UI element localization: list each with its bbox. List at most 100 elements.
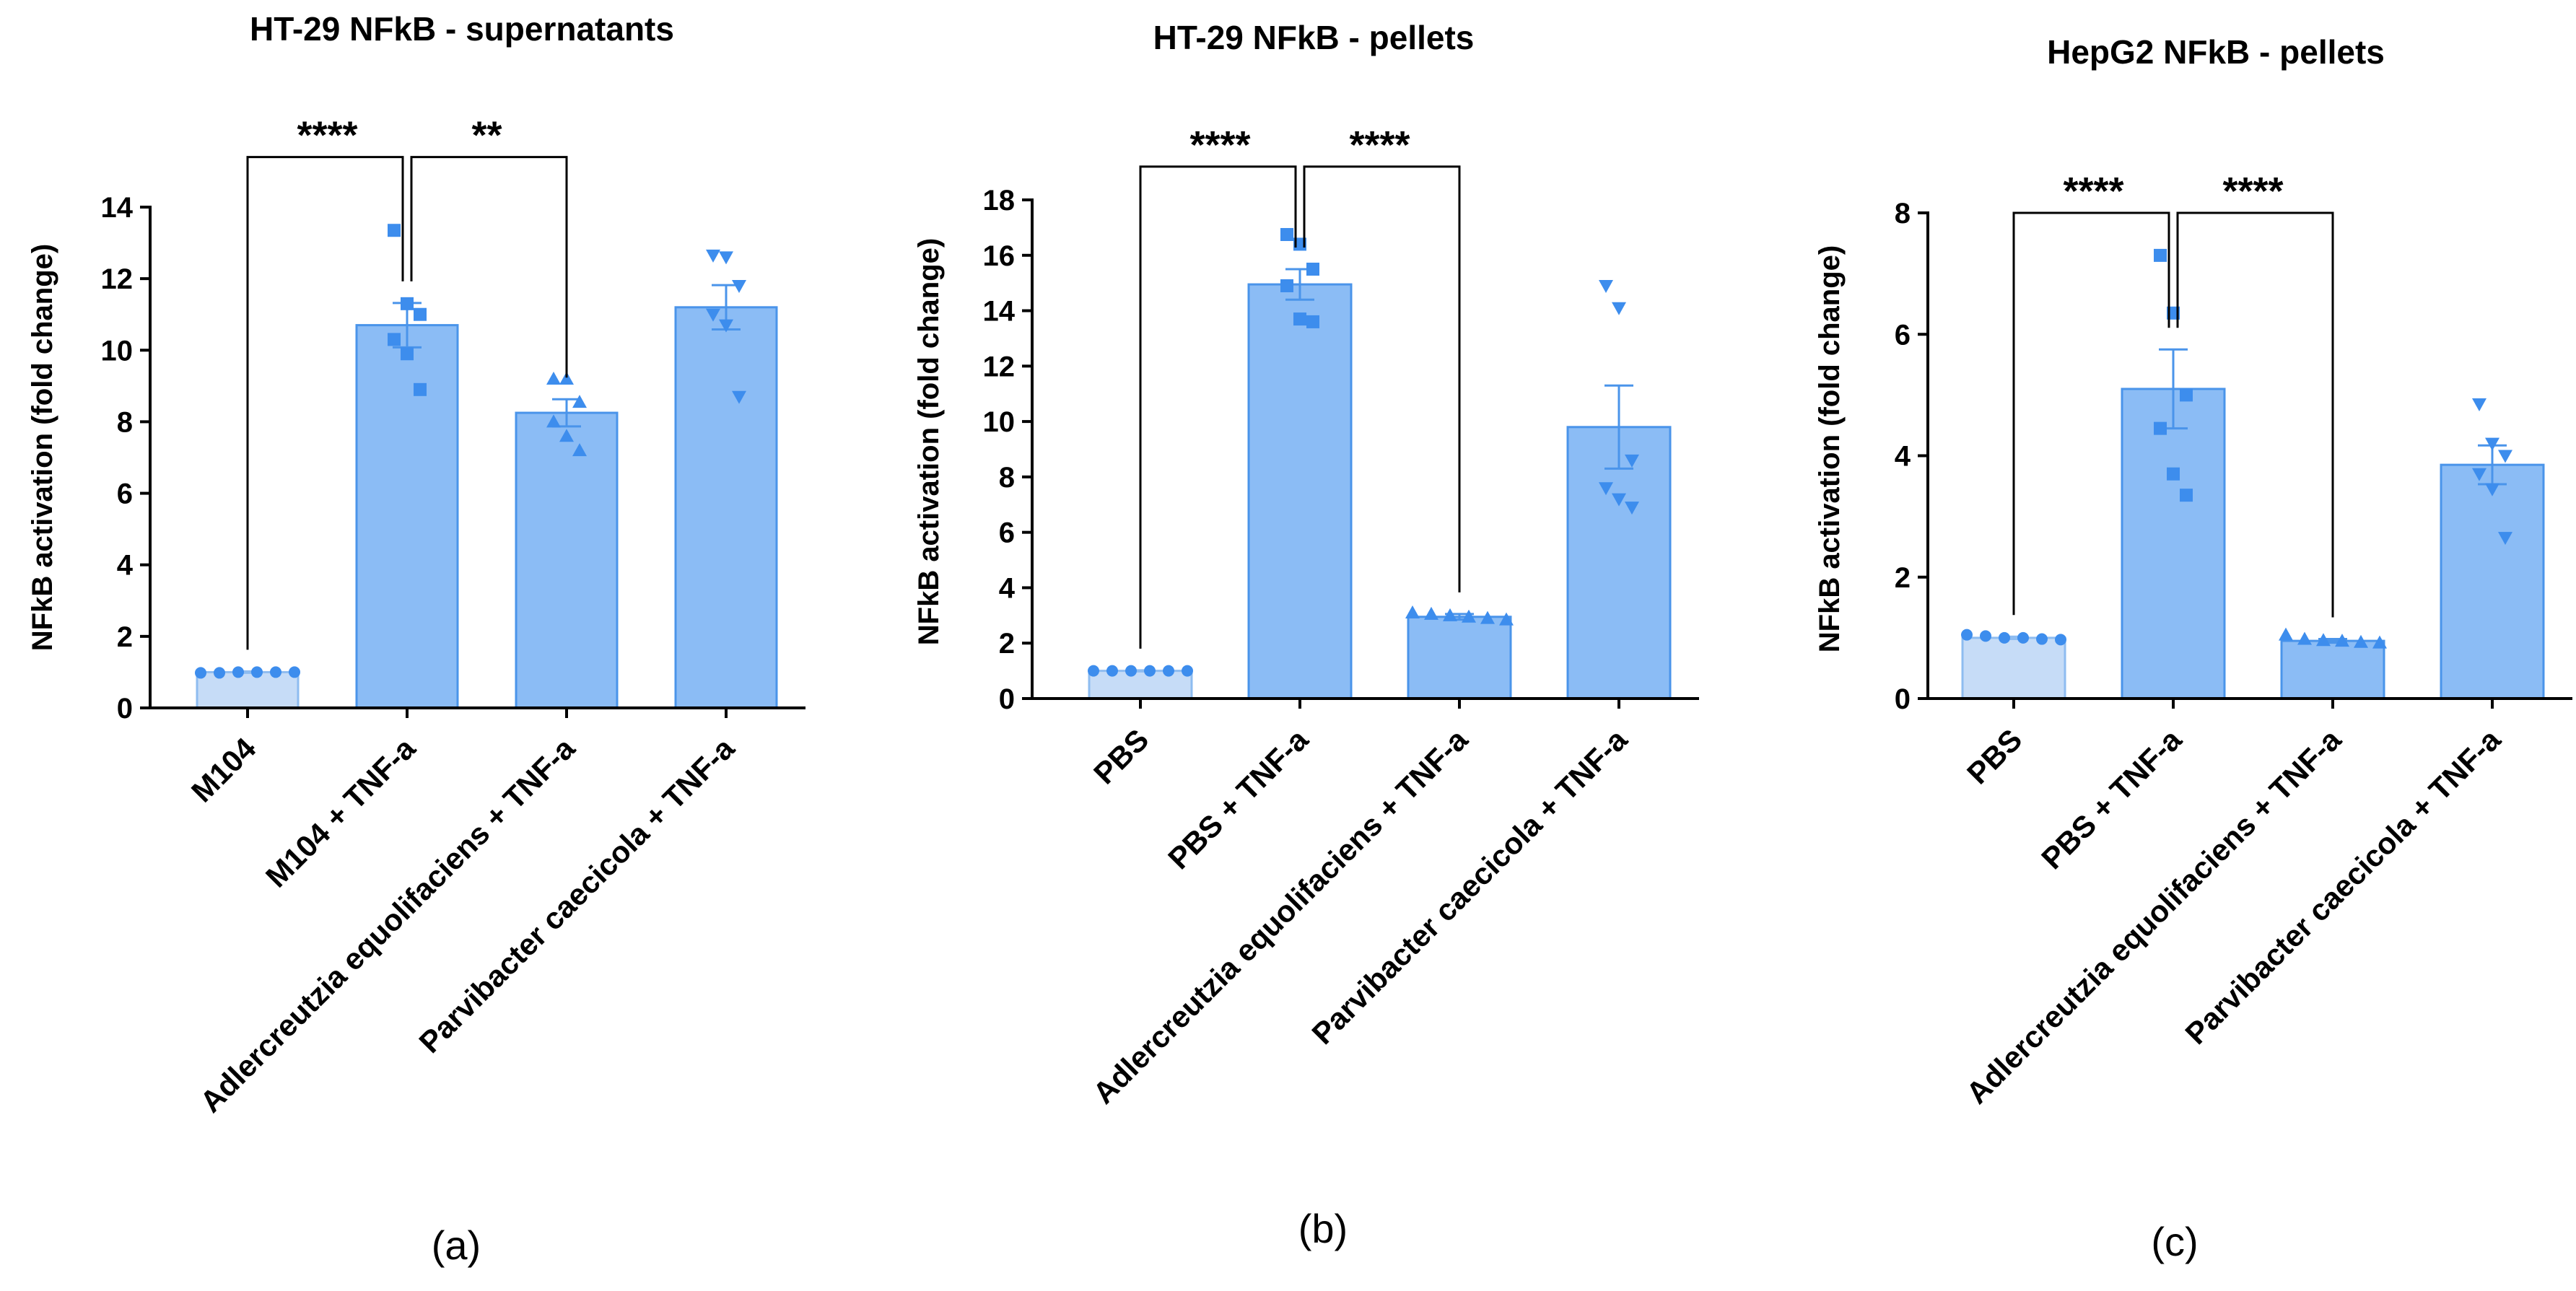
- significance-bracket: [246, 156, 404, 650]
- data-point: [2154, 421, 2167, 435]
- data-point: [546, 414, 561, 428]
- data-point: [559, 371, 574, 385]
- data-point: [2372, 635, 2387, 649]
- y-tick-label: 14: [101, 192, 134, 224]
- data-point: [1182, 665, 1193, 677]
- data-point: [2498, 450, 2512, 463]
- data-point: [2485, 483, 2499, 496]
- data-point: [1480, 611, 1495, 624]
- data-point: [572, 395, 587, 408]
- significance-label: ****: [1349, 123, 1410, 167]
- significance-bracket: [1303, 165, 1461, 592]
- bar: [196, 670, 300, 709]
- significance-bracket: [410, 156, 568, 378]
- y-tick-label: 14: [983, 296, 1016, 328]
- data-point: [1999, 631, 2010, 644]
- data-point: [401, 297, 414, 310]
- category-label: M104: [185, 731, 263, 809]
- significance-bracket: [2176, 211, 2334, 618]
- bar: [355, 324, 459, 709]
- data-point: [1612, 302, 1626, 315]
- data-point: [1306, 262, 1319, 276]
- data-point: [546, 371, 561, 385]
- data-point: [2279, 627, 2293, 641]
- data-point: [1280, 279, 1293, 293]
- chart-c: HepG2 NFkB - pellets NFkB activation (fo…: [1814, 33, 2572, 1264]
- data-point: [1462, 609, 1476, 623]
- significance-label: ****: [1189, 123, 1250, 167]
- category-label: PBS + TNF-a: [1161, 722, 1315, 876]
- y-tick-label: 8: [117, 406, 133, 438]
- data-point: [2485, 437, 2499, 451]
- data-point: [1599, 280, 1613, 294]
- y-tick-label: 12: [101, 263, 134, 295]
- data-point: [706, 249, 720, 263]
- data-point: [2180, 489, 2193, 502]
- data-point: [388, 224, 401, 237]
- y-axis-label: NFkB activation (fold change): [913, 238, 945, 646]
- y-tick-label: 2: [999, 628, 1015, 660]
- data-point: [1125, 665, 1137, 677]
- data-point: [251, 666, 263, 678]
- y-tick-label: 12: [983, 351, 1016, 382]
- data-point: [572, 443, 587, 457]
- bar: [2121, 388, 2226, 700]
- y-tick-label: 6: [1895, 319, 1911, 351]
- data-point: [2472, 398, 2487, 411]
- y-tick-label: 4: [1895, 441, 1911, 473]
- data-point: [2036, 633, 2048, 645]
- bar: [2440, 463, 2545, 700]
- data-point: [388, 333, 401, 346]
- y-tick-label: 0: [117, 693, 133, 725]
- significance-label: ****: [297, 114, 357, 157]
- data-point: [1088, 665, 1099, 677]
- y-tick-label: 2: [1895, 562, 1911, 594]
- data-point: [2180, 388, 2193, 402]
- data-point: [1280, 227, 1293, 241]
- chart-title: HepG2 NFkB - pellets: [2047, 33, 2385, 71]
- bar: [1088, 670, 1193, 700]
- y-tick-label: 8: [999, 462, 1015, 494]
- panel-label: (a): [432, 1222, 481, 1268]
- data-point: [2354, 634, 2368, 648]
- data-point: [1424, 606, 1438, 620]
- data-point: [1306, 315, 1319, 328]
- y-tick-label: 2: [117, 621, 133, 653]
- data-point: [2055, 634, 2066, 646]
- data-point: [719, 319, 733, 333]
- significance-label: ****: [2222, 170, 2283, 213]
- y-tick-label: 18: [983, 185, 1016, 216]
- data-point: [559, 429, 574, 442]
- bar: [2280, 639, 2385, 700]
- bar: [1407, 616, 1512, 700]
- data-point: [1625, 454, 1639, 468]
- data-point: [2472, 468, 2487, 481]
- data-point: [270, 666, 281, 678]
- y-axis-label: NFkB activation (fold change): [27, 244, 58, 652]
- data-point: [2297, 631, 2312, 645]
- y-tick-label: 8: [1895, 198, 1911, 229]
- data-point: [732, 280, 746, 294]
- significance-bracket: [1139, 165, 1297, 649]
- data-point: [2498, 532, 2512, 546]
- data-point: [289, 666, 300, 678]
- chart-title: HT-29 NFkB - supernatants: [250, 10, 674, 48]
- y-tick-label: 4: [999, 572, 1016, 604]
- data-point: [195, 667, 206, 679]
- bar: [1961, 636, 2066, 700]
- data-point: [414, 382, 427, 396]
- bar: [515, 411, 619, 709]
- category-label: Parvibacter caecicola + TNF-a: [2178, 722, 2507, 1051]
- data-point: [1961, 629, 1973, 641]
- data-point: [2017, 631, 2029, 644]
- significance-bracket: [2012, 211, 2170, 616]
- y-tick-label: 6: [117, 478, 133, 510]
- data-point: [732, 390, 746, 404]
- data-point: [1405, 605, 1420, 618]
- data-point: [2154, 248, 2167, 262]
- data-point: [1612, 493, 1626, 507]
- y-tick-label: 10: [101, 335, 134, 367]
- y-tick-label: 0: [999, 683, 1015, 715]
- data-point: [1625, 502, 1639, 515]
